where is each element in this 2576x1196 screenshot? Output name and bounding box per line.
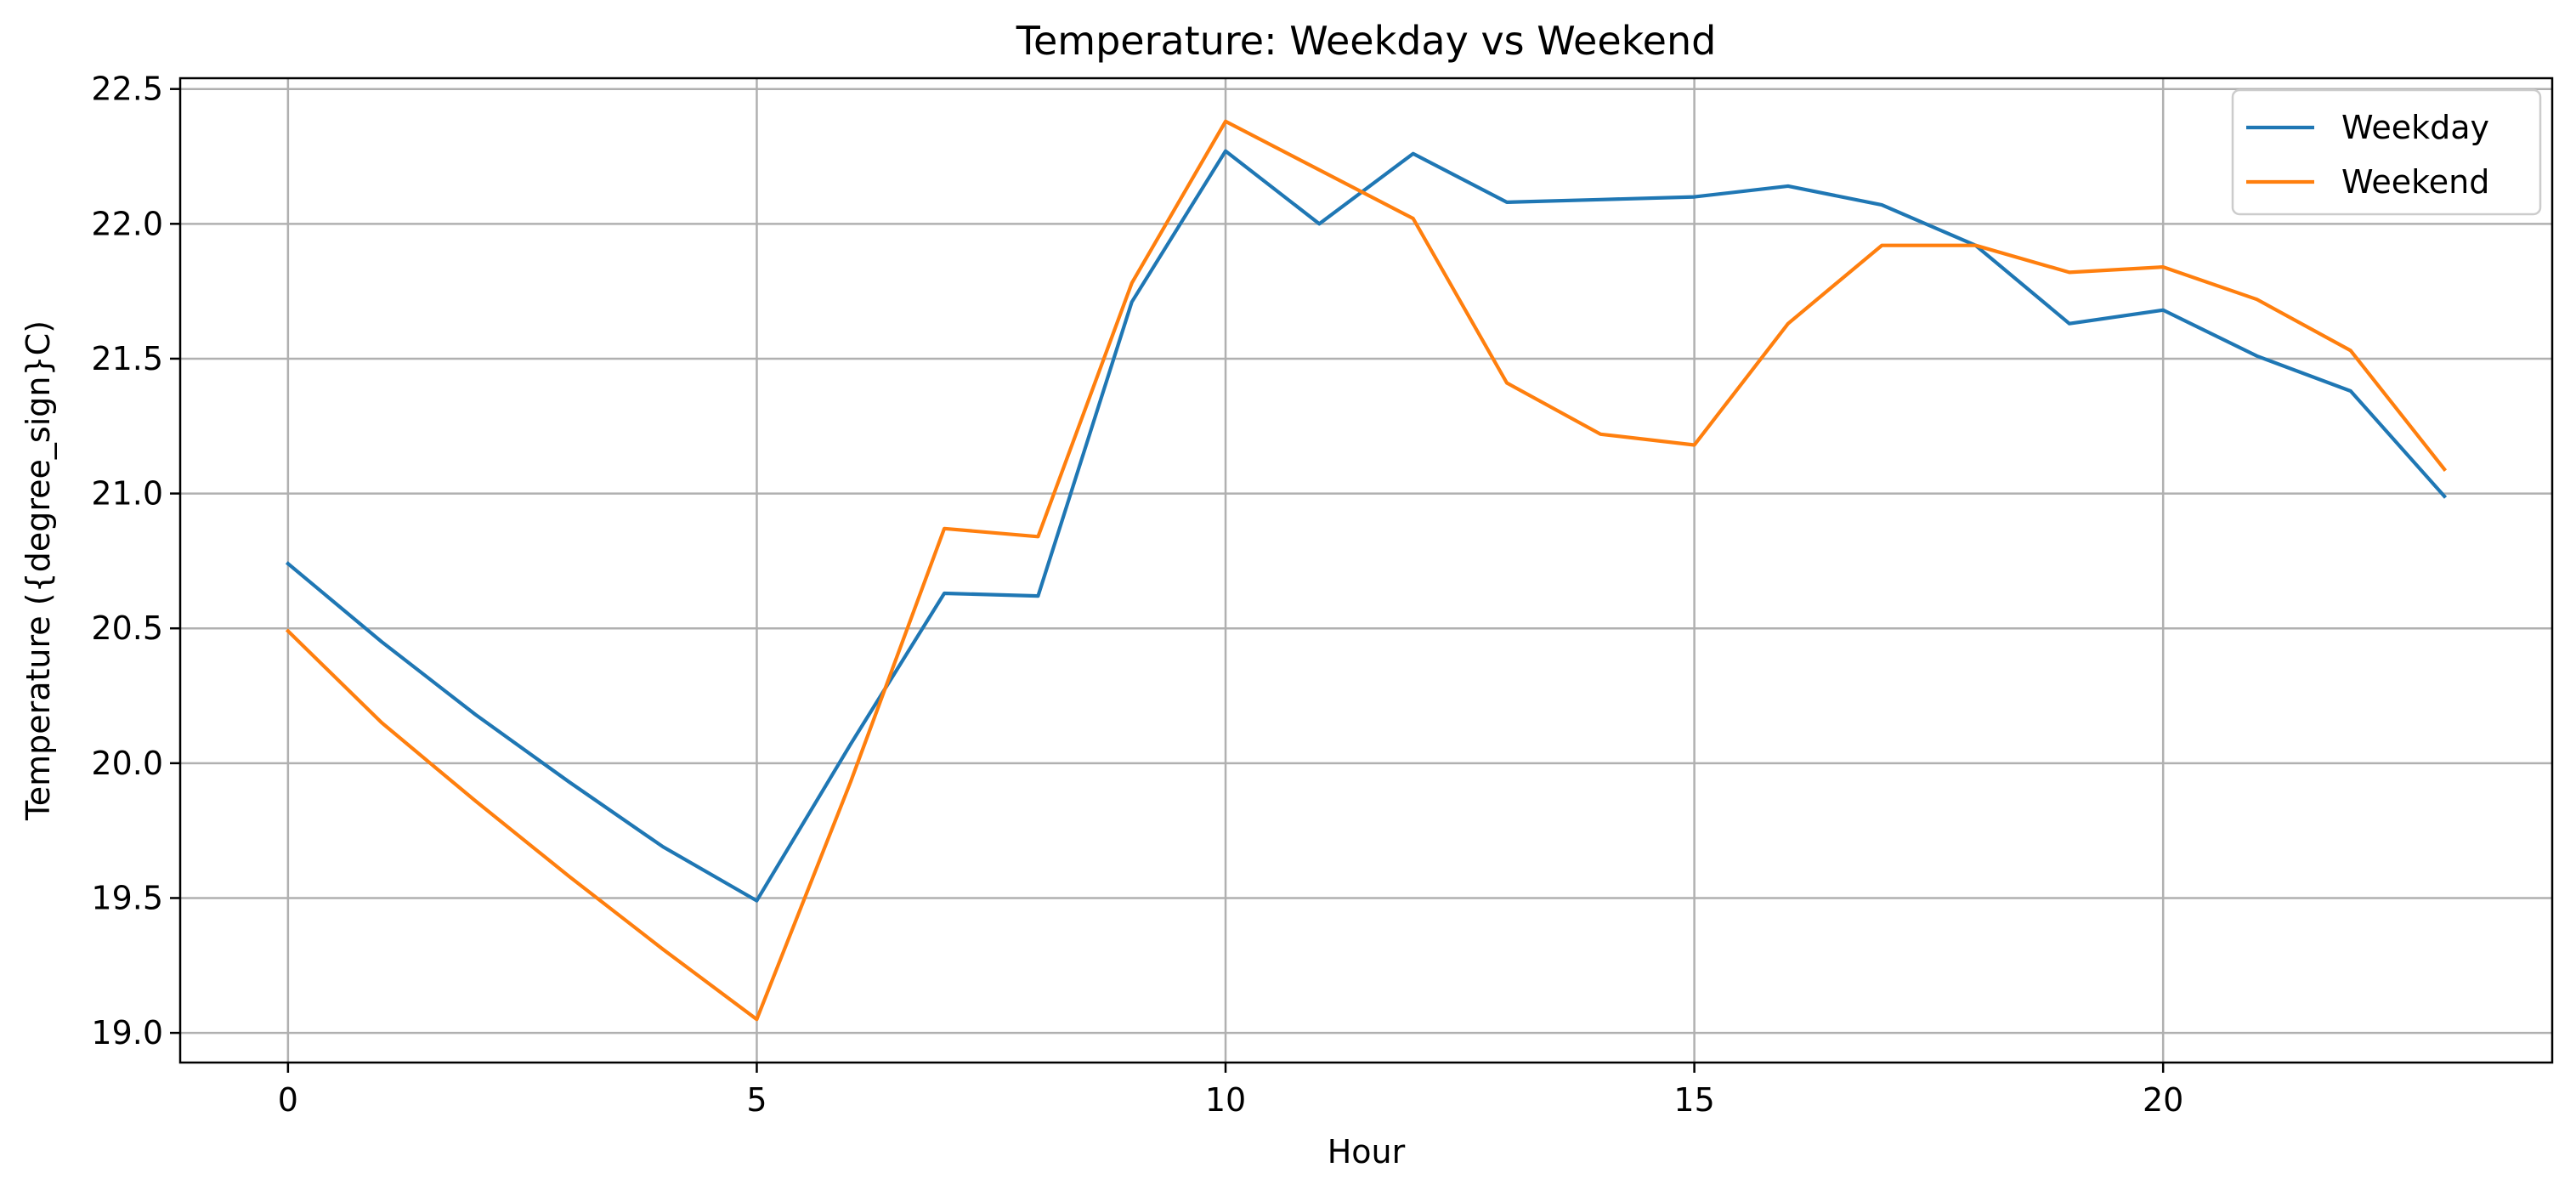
y-axis-label: Temperature ({degree_sign}C) bbox=[20, 320, 57, 821]
y-tick-label: 22.5 bbox=[91, 71, 163, 108]
plot-frame bbox=[178, 77, 2554, 1064]
y-tick-label: 21.5 bbox=[91, 340, 163, 377]
series-line-weekday bbox=[285, 149, 2448, 903]
y-tick-label: 19.0 bbox=[91, 1014, 163, 1051]
x-tick-label: 20 bbox=[2143, 1081, 2183, 1119]
y-tick-label: 22.0 bbox=[91, 205, 163, 242]
y-tick-label: 19.5 bbox=[91, 879, 163, 916]
x-axis-label: Hour bbox=[1328, 1133, 1406, 1170]
y-tick-label: 20.5 bbox=[91, 609, 163, 647]
x-tick-label: 10 bbox=[1205, 1081, 1246, 1119]
legend-label-weekday: Weekday bbox=[2341, 109, 2489, 146]
y-tick-label: 21.0 bbox=[91, 475, 163, 513]
y-tick-label: 20.0 bbox=[91, 745, 163, 782]
x-tick-label: 5 bbox=[746, 1081, 767, 1119]
legend-label-weekend: Weekend bbox=[2341, 163, 2489, 201]
axis-ticks: 0 5 10 15 20 19.0 19.5 20.0 20.5 21.0 21.5 22.0 22.5 bbox=[91, 71, 2183, 1119]
grid bbox=[180, 78, 2552, 1063]
x-tick-label: 0 bbox=[278, 1081, 298, 1119]
x-tick-label: 15 bbox=[1673, 1081, 1714, 1119]
series-lines bbox=[285, 119, 2448, 1022]
series-line-weekend bbox=[285, 119, 2448, 1022]
chart-title: Temperature: Weekday vs Weekend bbox=[1016, 18, 1717, 64]
legend: Weekday Weekend bbox=[2231, 88, 2542, 216]
